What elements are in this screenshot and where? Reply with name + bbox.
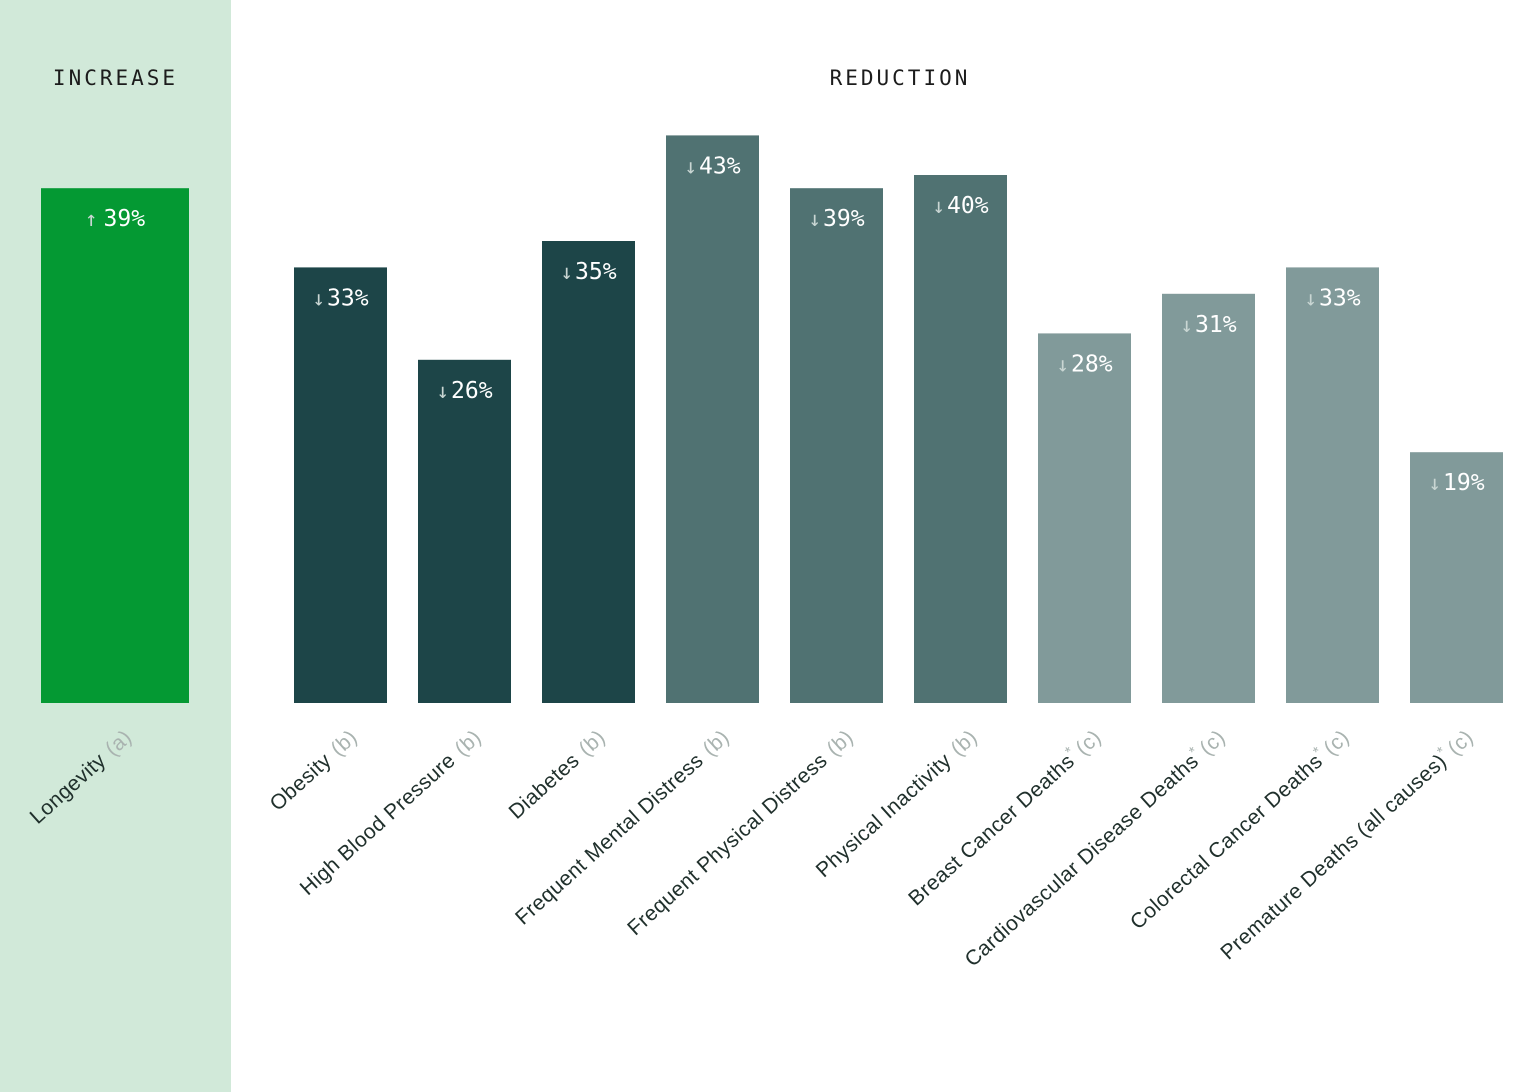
bar-premature-deaths-all-causes xyxy=(1410,452,1503,703)
bar-physical-inactivity xyxy=(914,175,1007,703)
value-label-colorectal-cancer-deaths: ↓33% xyxy=(1304,285,1360,311)
category-label-high-blood-pressure: High Blood Pressure(b) xyxy=(296,726,486,900)
category-label-diabetes: Diabetes(b) xyxy=(505,726,610,824)
category-label-frequent-mental-distress: Frequent Mental Distress(b) xyxy=(511,726,734,930)
bar-frequent-physical-distress xyxy=(790,188,883,703)
value-label-diabetes: ↓35% xyxy=(560,259,616,285)
bar-colorectal-cancer-deaths xyxy=(1286,267,1379,703)
category-label-colorectal-cancer-deaths: Colorectal Cancer Deaths*(c) xyxy=(1124,723,1354,934)
bar-high-blood-pressure xyxy=(418,359,511,703)
value-label-frequent-mental-distress: ↓43% xyxy=(684,153,740,179)
category-label-longevity: Longevity(a) xyxy=(26,726,137,829)
value-label-cardiovascular-disease-deaths: ↓31% xyxy=(1180,312,1236,338)
category-label-cardiovascular-disease-deaths: Cardiovascular Disease Deaths*(c) xyxy=(959,723,1230,971)
value-label-breast-cancer-deaths: ↓28% xyxy=(1056,351,1112,377)
category-label-obesity: Obesity(b) xyxy=(266,726,362,816)
value-label-premature-deaths-all-causes: ↓19% xyxy=(1428,470,1484,496)
value-label-physical-inactivity: ↓40% xyxy=(932,193,988,219)
bar-cardiovascular-disease-deaths xyxy=(1162,293,1255,703)
bar-obesity xyxy=(294,267,387,703)
bar-frequent-mental-distress xyxy=(666,135,759,703)
category-label-breast-cancer-deaths: Breast Cancer Deaths*(c) xyxy=(902,723,1106,910)
value-label-high-blood-pressure: ↓26% xyxy=(436,378,492,404)
increase-heading: INCREASE xyxy=(52,66,179,90)
bar-breast-cancer-deaths xyxy=(1038,333,1131,703)
category-label-premature-deaths-all-causes: Premature Deaths (all causes)*(c) xyxy=(1214,723,1477,964)
value-label-obesity: ↓33% xyxy=(312,285,368,311)
value-label-longevity: ↑ 39% xyxy=(85,206,145,232)
bar-diabetes xyxy=(542,241,635,703)
value-label-frequent-physical-distress: ↓39% xyxy=(808,206,864,232)
category-label-frequent-physical-distress: Frequent Physical Distress(b) xyxy=(623,726,858,941)
bar-longevity xyxy=(41,188,189,703)
reduction-heading: REDUCTION xyxy=(829,66,971,90)
